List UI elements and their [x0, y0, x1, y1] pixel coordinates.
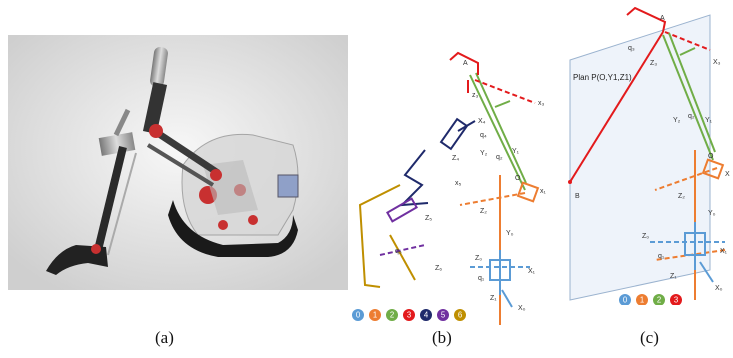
legend-swatch-0: [619, 294, 631, 306]
label-x1: x₁: [540, 188, 547, 195]
legend-label-4: 4: [424, 311, 429, 320]
label-y2-c: Y₂: [673, 117, 681, 124]
label-z3-c: Z₃: [650, 60, 657, 67]
frame-0-blue-c: [650, 222, 725, 283]
legend-label-2: 2: [390, 311, 394, 320]
legend-label-2: 2: [657, 296, 661, 305]
caption-a: (a): [155, 328, 174, 347]
legend-label-3: 3: [674, 296, 678, 305]
legend-label-5: 5: [441, 311, 446, 320]
label-x3-c: X₃: [713, 59, 721, 66]
kinematic-diagram-c: A q₃ Z₃ X₃ Plan P(O,Y1,Z1) Y₂ q₂ Y₁ O X …: [568, 6, 730, 306]
label-q5: q₅: [395, 248, 402, 255]
label-z6: Z₆: [435, 265, 442, 272]
label-x0-c: X₀: [715, 285, 723, 292]
caption-b: (b): [432, 328, 452, 347]
label-b-c: B: [575, 193, 580, 200]
panel-a-robot-render: [8, 35, 348, 290]
label-q2-c: q₂: [688, 113, 695, 120]
panel-b-kinematic-diagram: A x₃ z₃ X₄ Z₄ q₄ x₅ Z₅ q₅ Z₆ Y₂ q₂ Y₁ O …: [330, 35, 550, 325]
frame-3-red-c: [626, 6, 711, 51]
frame-1-orange: [459, 175, 540, 325]
label-q1: q₁: [478, 275, 485, 282]
label-z4: Z₄: [452, 155, 459, 162]
label-z0-c: Z₀: [642, 233, 649, 240]
legend-swatch-6: [454, 309, 466, 321]
frame-4-navy: [399, 117, 476, 207]
legend-swatch-1: [636, 294, 648, 306]
point-b: [568, 180, 572, 184]
label-q4: q₄: [480, 132, 487, 139]
legend-swatch-5: [437, 309, 449, 321]
plane-p: [569, 14, 711, 301]
label-x5: x₅: [455, 180, 462, 187]
legend-label-6: 6: [458, 311, 462, 320]
legend-label-1: 1: [373, 311, 377, 320]
legend-label-1: 1: [640, 296, 644, 305]
legend-swatch-4: [420, 309, 432, 321]
label-x0: X₀: [518, 305, 526, 312]
panel-c-plane-diagram: A q₃ Z₃ X₃ Plan P(O,Y1,Z1) Y₂ q₂ Y₁ O X …: [555, 0, 733, 306]
robot-upper-arm: [142, 46, 222, 187]
legend-label-0: 0: [356, 311, 361, 320]
legend-swatch-1: [369, 309, 381, 321]
legend-swatch-2: [386, 309, 398, 321]
label-x4: X₄: [478, 118, 486, 125]
frame-6-gold: [358, 184, 416, 288]
label-a-c: A: [660, 15, 665, 22]
label-y1-c: Y₁: [705, 117, 713, 124]
frame-5-purple: [379, 197, 426, 256]
label-y0-c: Y₀: [708, 210, 716, 217]
label-x3: x₃: [538, 100, 545, 107]
label-z2-c: Z₂: [678, 193, 685, 200]
link-2-green: [469, 72, 527, 191]
legend-swatch-0: [352, 309, 364, 321]
label-o-c: O: [708, 153, 714, 160]
legend-swatch-2: [653, 294, 665, 306]
label-a: A: [463, 60, 468, 67]
label-q3-c: q₃: [628, 45, 635, 52]
robot-forearm: [46, 108, 137, 275]
legend-swatch-3: [403, 309, 415, 321]
link-3-red: [569, 31, 664, 183]
link-2-green-c: [662, 32, 716, 161]
label-z0: Z₀: [475, 255, 482, 262]
label-q2: q₂: [496, 154, 503, 161]
kinematic-diagram-b: A x₃ z₃ X₄ Z₄ q₄ x₅ Z₅ q₅ Z₆ Y₂ q₂ Y₁ O …: [352, 51, 547, 325]
robot-base-housing: [168, 133, 299, 257]
robot-render-image: [8, 35, 348, 290]
frame-0-blue: [470, 250, 530, 308]
legend-label-3: 3: [407, 311, 411, 320]
label-o: O: [515, 175, 521, 182]
label-z3: z₃: [472, 92, 479, 99]
label-y0: Y₀: [506, 230, 514, 237]
label-x-c: X: [725, 171, 730, 178]
label-z1: Z₁: [490, 295, 497, 302]
label-q1-c: q₁: [658, 253, 665, 260]
label-z1-c: Z₁: [670, 273, 677, 280]
label-z5: Z₅: [425, 215, 432, 222]
label-y2: Y₂: [480, 150, 488, 157]
legend-c: 0 1 2 3: [619, 294, 682, 306]
plane-label: Plan P(O,Y1,Z1): [573, 73, 632, 82]
label-y1: Y₁: [512, 148, 520, 155]
label-z2: Z₂: [480, 208, 487, 215]
caption-c: (c): [640, 328, 659, 347]
legend-swatch-3: [670, 294, 682, 306]
legend-label-0: 0: [623, 296, 628, 305]
legend-b: 0 1 2 3 4 5 6: [352, 309, 466, 321]
frame-3-red: [449, 51, 536, 104]
label-x1-c: X₁: [720, 248, 728, 255]
label-x1b: X₁: [528, 268, 536, 275]
